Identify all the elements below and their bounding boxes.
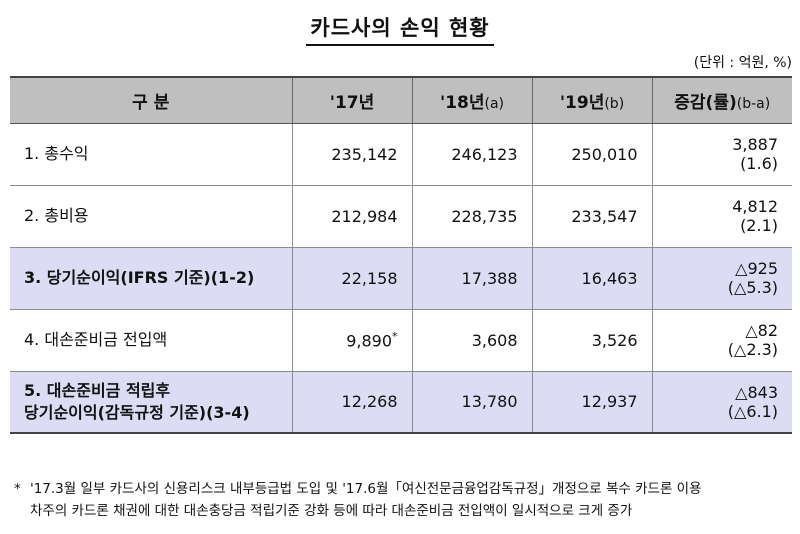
cell-y17: 235,142 [291, 122, 413, 186]
footnote-line-1: '17.3월 일부 카드사의 신용리스크 내부등급법 도입 및 '17.6월「여… [30, 481, 702, 497]
change-rate: (△5.3) [727, 278, 778, 297]
cell-y18: 3,608 [411, 308, 533, 372]
cell-change: 4,812(2.1) [651, 184, 792, 248]
cell-change: △82(△2.3) [651, 308, 792, 372]
cell-y19: 250,010 [531, 122, 653, 186]
cell-y17: 9,890* [291, 308, 413, 372]
footnote: * '17.3월 일부 카드사의 신용리스크 내부등급법 도입 및 '17.6월… [14, 478, 790, 522]
row-label: 3. 당기순이익(IFRS 기준)(1-2) [10, 246, 293, 310]
cell-y18: 17,388 [411, 246, 533, 310]
change-diff: △843 [735, 382, 778, 402]
change-diff: 3,887 [732, 135, 778, 154]
cell-y18: 13,780 [411, 370, 533, 434]
header-y19: '19년(b) [531, 76, 653, 124]
change-diff: △925 [735, 259, 778, 278]
cell-y18: 228,735 [411, 184, 533, 248]
cell-y18: 246,123 [411, 122, 533, 186]
cell-y19: 12,937 [531, 370, 653, 434]
footnote-star: * [14, 481, 21, 497]
cell-y19: 16,463 [531, 246, 653, 310]
change-diff: △82 [745, 321, 778, 340]
cell-y17: 22,158 [291, 246, 413, 310]
cell-change: △925(△5.3) [651, 246, 792, 310]
row-label: 4. 대손준비금 전입액 [10, 308, 293, 372]
header-y18: '18년(a) [411, 76, 533, 124]
cell-change: △843(△6.1) [651, 370, 792, 434]
unit-note: (단위 : 억원, %) [693, 55, 792, 71]
table-row: 1. 총수익 235,142 246,123 250,010 3,887(1.6… [10, 122, 792, 186]
cell-y17: 12,268 [291, 370, 413, 434]
table-row-highlighted: 5. 대손준비금 적립후 당기순이익(감독규정 기준)(3-4) 12,268 1… [10, 370, 792, 434]
change-diff: 4,812 [732, 197, 778, 216]
footnote-line-2: 차주의 카드론 채권에 대한 대손충당금 적립기준 강화 등에 따라 대손준비금… [30, 503, 633, 519]
page-title: 카드사의 손익 현황 [0, 12, 800, 46]
header-category: 구 분 [10, 76, 293, 124]
cell-y19: 233,547 [531, 184, 653, 248]
change-rate: (1.6) [740, 154, 778, 173]
row-label: 5. 대손준비금 적립후 당기순이익(감독규정 기준)(3-4) [10, 370, 293, 434]
header-y17: '17년 [291, 76, 413, 124]
row-label: 2. 총비용 [10, 184, 293, 248]
table-row-highlighted: 3. 당기순이익(IFRS 기준)(1-2) 22,158 17,388 16,… [10, 246, 792, 310]
cell-change: 3,887(1.6) [651, 122, 792, 186]
table-header-row: 구 분 '17년 '18년(a) '19년(b) 증감(률)(b-a) [10, 76, 792, 124]
change-rate: (△6.1) [727, 401, 778, 421]
row-label: 1. 총수익 [10, 122, 293, 186]
header-change: 증감(률)(b-a) [651, 76, 792, 124]
change-rate: (2.1) [740, 216, 778, 235]
table-row: 4. 대손준비금 전입액 9,890* 3,608 3,526 △82(△2.3… [10, 308, 792, 372]
cell-y17: 212,984 [291, 184, 413, 248]
footnote-mark: * [392, 329, 398, 343]
table-row: 2. 총비용 212,984 228,735 233,547 4,812(2.1… [10, 184, 792, 248]
cell-y19: 3,526 [531, 308, 653, 372]
profit-loss-table: 구 분 '17년 '18년(a) '19년(b) 증감(률)(b-a) 1. 총… [10, 76, 792, 434]
change-rate: (△2.3) [727, 340, 778, 359]
